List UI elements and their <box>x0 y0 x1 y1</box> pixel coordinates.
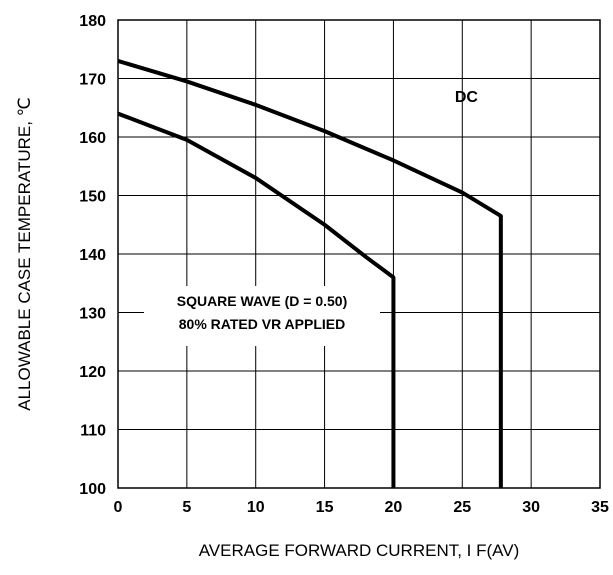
x-tick-label: 20 <box>385 499 403 516</box>
y-axis-title: ALLOWABLE CASE TEMPERATURE, ℃ <box>15 97 34 411</box>
tick-layer: 0 5 10 15 20 25 30 35 100 110 120 130 140 150 160 170 18… <box>79 13 609 516</box>
square-wave-label-line: SQUARE WAVE (D = 0.50) <box>177 293 348 309</box>
y-tick-label: 100 <box>79 481 106 498</box>
x-tick-label: 0 <box>114 499 123 516</box>
annotation-layer: DC SQUARE WAVE (D = 0.50) 80% RATED VR APP… <box>144 89 478 346</box>
y-tick-label: 120 <box>79 364 106 381</box>
y-tick-label: 140 <box>79 247 106 264</box>
y-tick-label: 170 <box>79 72 106 89</box>
square-wave-label-line: 80% RATED VR APPLIED <box>179 316 345 332</box>
y-tick-label: 180 <box>79 13 106 30</box>
y-tick-label: 160 <box>79 130 106 147</box>
x-tick-label: 15 <box>316 499 334 516</box>
y-tick-label: 110 <box>80 423 106 440</box>
x-tick-label: 35 <box>591 499 609 516</box>
x-tick-label: 10 <box>247 499 265 516</box>
dc-label: DC <box>455 89 479 106</box>
x-tick-label: 5 <box>182 499 191 516</box>
annotation-box <box>144 286 380 346</box>
square-wave-curve <box>117 111 396 488</box>
x-tick-label: 30 <box>522 499 540 516</box>
series-layer <box>117 59 503 488</box>
y-tick-label: 150 <box>79 189 106 206</box>
x-tick-label: 25 <box>453 499 471 516</box>
x-axis-title: AVERAGE FORWARD CURRENT, I F(AV) <box>199 541 520 560</box>
y-tick-label: 130 <box>79 306 106 323</box>
dc-curve <box>117 59 503 488</box>
plot-frame <box>117 19 601 489</box>
